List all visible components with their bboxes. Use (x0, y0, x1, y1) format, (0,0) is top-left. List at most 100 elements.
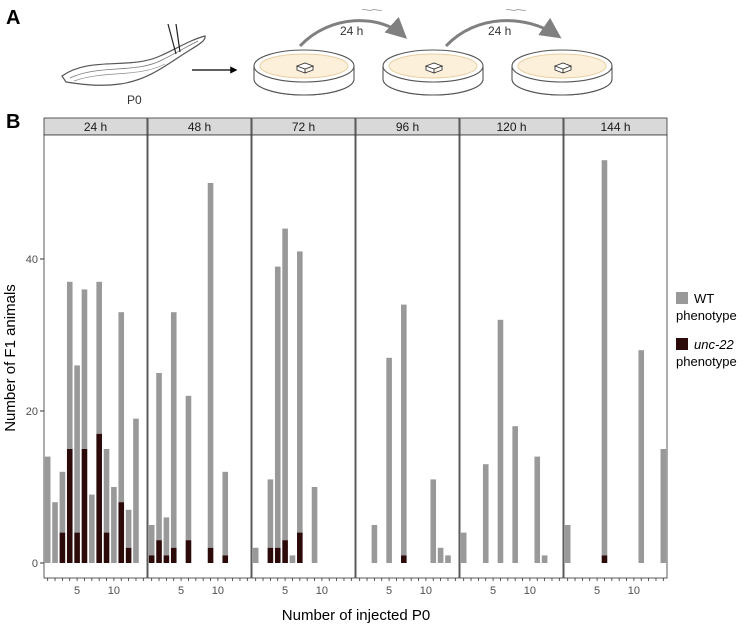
x-tick-label: 10 (212, 585, 224, 597)
legend-swatch (676, 292, 688, 304)
legend: WT phenotype unc-22 phenotype (676, 291, 737, 369)
bar-wt (282, 228, 288, 541)
bar-unc22 (207, 547, 214, 563)
facet-label: 24 h (84, 120, 107, 134)
bar-wt (66, 281, 73, 449)
petri-dish-icon (253, 49, 355, 96)
worm-label: P0 (127, 93, 142, 107)
bar-wt (601, 160, 608, 556)
bar-wt (170, 312, 177, 548)
panel-a-letter: A (6, 7, 20, 29)
x-tick-label: 10 (108, 585, 120, 597)
x-tick-label: 10 (628, 585, 640, 597)
bar-wt (311, 487, 318, 563)
x-tick-label: 5 (178, 585, 184, 597)
facet-panel: 120 h 5 10 (459, 117, 564, 597)
facet-panel: 96 h 5 10 (355, 117, 460, 597)
x-tick-label: 10 (316, 585, 328, 597)
bar-wt (274, 266, 281, 548)
bar-wt (148, 525, 155, 556)
bar-wt (371, 525, 378, 563)
bar-unc22 (274, 547, 281, 563)
facet-panel: 24 h 5 10 (43, 117, 148, 597)
bar-unc22 (66, 449, 73, 563)
facet-plot-area (459, 134, 564, 579)
transfer-arrow (444, 17, 562, 48)
bar-wt (133, 418, 139, 563)
bar-wt (482, 464, 489, 563)
bar-unc22 (118, 502, 125, 563)
facet-label: 144 h (600, 120, 630, 134)
legend-label: unc-22 (694, 337, 735, 352)
bar-unc22 (297, 532, 303, 563)
bar-wt (445, 555, 451, 563)
bar-wt (89, 494, 95, 563)
bar-wt (541, 555, 548, 563)
panel-b-letter: B (6, 111, 20, 133)
x-tick-label: 5 (386, 585, 392, 597)
bar-wt (207, 183, 214, 548)
bar-wt (660, 449, 667, 563)
bar-wt (252, 547, 259, 563)
bar-wt (512, 426, 518, 563)
bar-wt (534, 456, 541, 563)
bar-wt (111, 487, 117, 563)
facet-label: 120 h (496, 120, 526, 134)
bar-unc22 (282, 540, 288, 563)
bar-wt (460, 532, 467, 563)
bar-unc22 (59, 532, 66, 563)
bar-unc22 (96, 433, 102, 563)
petri-dish-icon (511, 49, 613, 96)
small-worm-icon (361, 8, 383, 12)
x-tick-label: 5 (490, 585, 496, 597)
bar-wt (52, 502, 58, 563)
bar-unc22 (401, 555, 407, 563)
bar-wt (118, 312, 125, 503)
bar-wt (163, 517, 170, 556)
transfer-label: 24 h (340, 24, 363, 38)
legend-swatch (676, 338, 688, 350)
bar-wt (437, 547, 444, 563)
bar-wt (497, 319, 504, 563)
bar-wt (430, 479, 437, 563)
facet-panel: 72 h 5 10 (251, 117, 356, 597)
bar-wt (401, 304, 407, 556)
bar-unc22 (163, 555, 170, 563)
facet-plot-area (147, 134, 252, 579)
facet-panel: 144 h 5 10 (563, 117, 668, 597)
bar-wt (289, 555, 296, 563)
bar-wt (74, 365, 80, 533)
legend-label: phenotype (676, 354, 737, 369)
bar-unc22 (267, 547, 274, 563)
petri-dish-icon (382, 49, 484, 96)
bar-wt (103, 449, 110, 533)
x-tick-label: 10 (420, 585, 432, 597)
x-tick-label: 5 (282, 585, 288, 597)
small-worm-icon (505, 8, 527, 12)
x-tick-label: 5 (594, 585, 600, 597)
bar-wt (638, 350, 645, 563)
facet-label: 48 h (188, 120, 211, 134)
transfer-arrow (298, 16, 408, 48)
bar-wt (125, 509, 132, 548)
bar-wt (297, 251, 303, 533)
bar-unc22 (148, 555, 155, 563)
injection-needle-icon (167, 23, 181, 55)
bar-wt (44, 456, 51, 563)
bar-wt (386, 357, 392, 563)
y-axis-title: Number of F1 animals (2, 284, 19, 432)
bar-wt (59, 471, 66, 533)
legend-label: phenotype (676, 308, 737, 323)
bar-unc22 (170, 547, 177, 563)
bar-unc22 (185, 540, 192, 563)
facet-plot-area (43, 134, 148, 579)
bar-unc22 (222, 555, 229, 563)
legend-label: WT (694, 291, 714, 306)
panel-a: A P0 (6, 7, 613, 107)
bar-unc22 (81, 449, 88, 563)
y-tick-label: 20 (26, 406, 38, 418)
bar-unc22 (74, 532, 80, 563)
worm-icon (61, 35, 206, 86)
bar-wt (564, 525, 571, 563)
